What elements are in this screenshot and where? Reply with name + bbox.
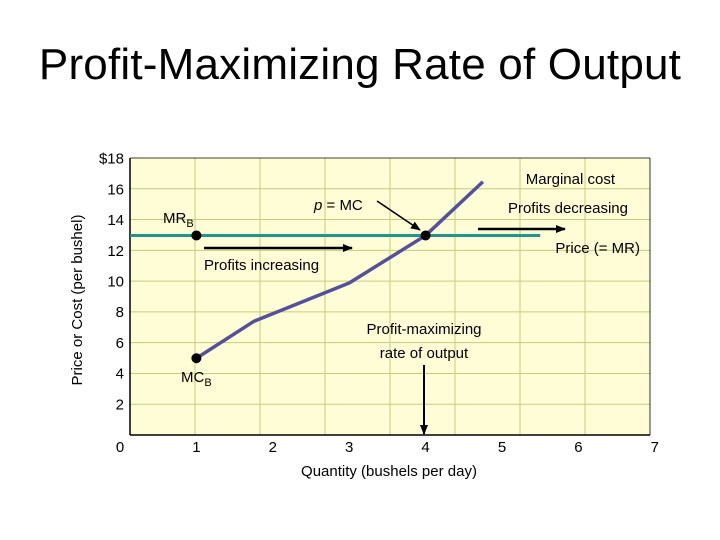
p-eq-mc-label: p = MC (313, 197, 363, 214)
point-marker (191, 353, 202, 364)
x-tick-label: 6 (574, 439, 582, 456)
y-tick-label: 14 (107, 212, 124, 229)
axes (129, 157, 651, 436)
mc-b-label: MCB (181, 369, 212, 389)
grid (130, 158, 650, 435)
y-tick-label: 4 (116, 366, 124, 383)
x-tick-label: 5 (498, 439, 506, 456)
profits-decreasing-label: Profits decreasing (508, 200, 628, 217)
y-tick-label: 2 (116, 396, 124, 413)
x-tick-label: 3 (345, 439, 353, 456)
profit-max-label-line2: rate of output (380, 345, 469, 362)
p-eq-mc-arrow (376, 200, 421, 231)
y-tick-label: 8 (116, 304, 124, 321)
y-tick-label: 12 (107, 243, 124, 260)
y-tick-label: 6 (116, 335, 124, 352)
marginal-cost-line (195, 180, 485, 360)
slide-title: Profit-Maximizing Rate of Output (38, 40, 682, 89)
profits-increasing-label: Profits increasing (204, 257, 319, 274)
x-tick-label: 0 (116, 439, 124, 456)
x-tick-label: 4 (421, 439, 429, 456)
point-marker (191, 230, 202, 241)
marginal-cost-label: Marginal cost (526, 171, 616, 188)
price-mr-label: Price (= MR) (555, 240, 640, 257)
y-tick-label: 16 (107, 181, 124, 198)
y-tick-label: $18 (99, 151, 124, 168)
y-tick-label: 10 (107, 274, 124, 291)
x-tick-label: 7 (651, 439, 659, 456)
mr-b-label: MRB (163, 210, 194, 230)
x-tick-label: 2 (269, 439, 277, 456)
profit-max-label-line1: Profit-maximizing (366, 321, 481, 338)
y-axis-label: Price or Cost (per bushel) (69, 215, 86, 386)
point-marker (420, 230, 431, 241)
x-axis-label: Quantity (bushels per day) (301, 463, 477, 480)
x-tick-label: 1 (192, 439, 200, 456)
points (191, 230, 431, 364)
